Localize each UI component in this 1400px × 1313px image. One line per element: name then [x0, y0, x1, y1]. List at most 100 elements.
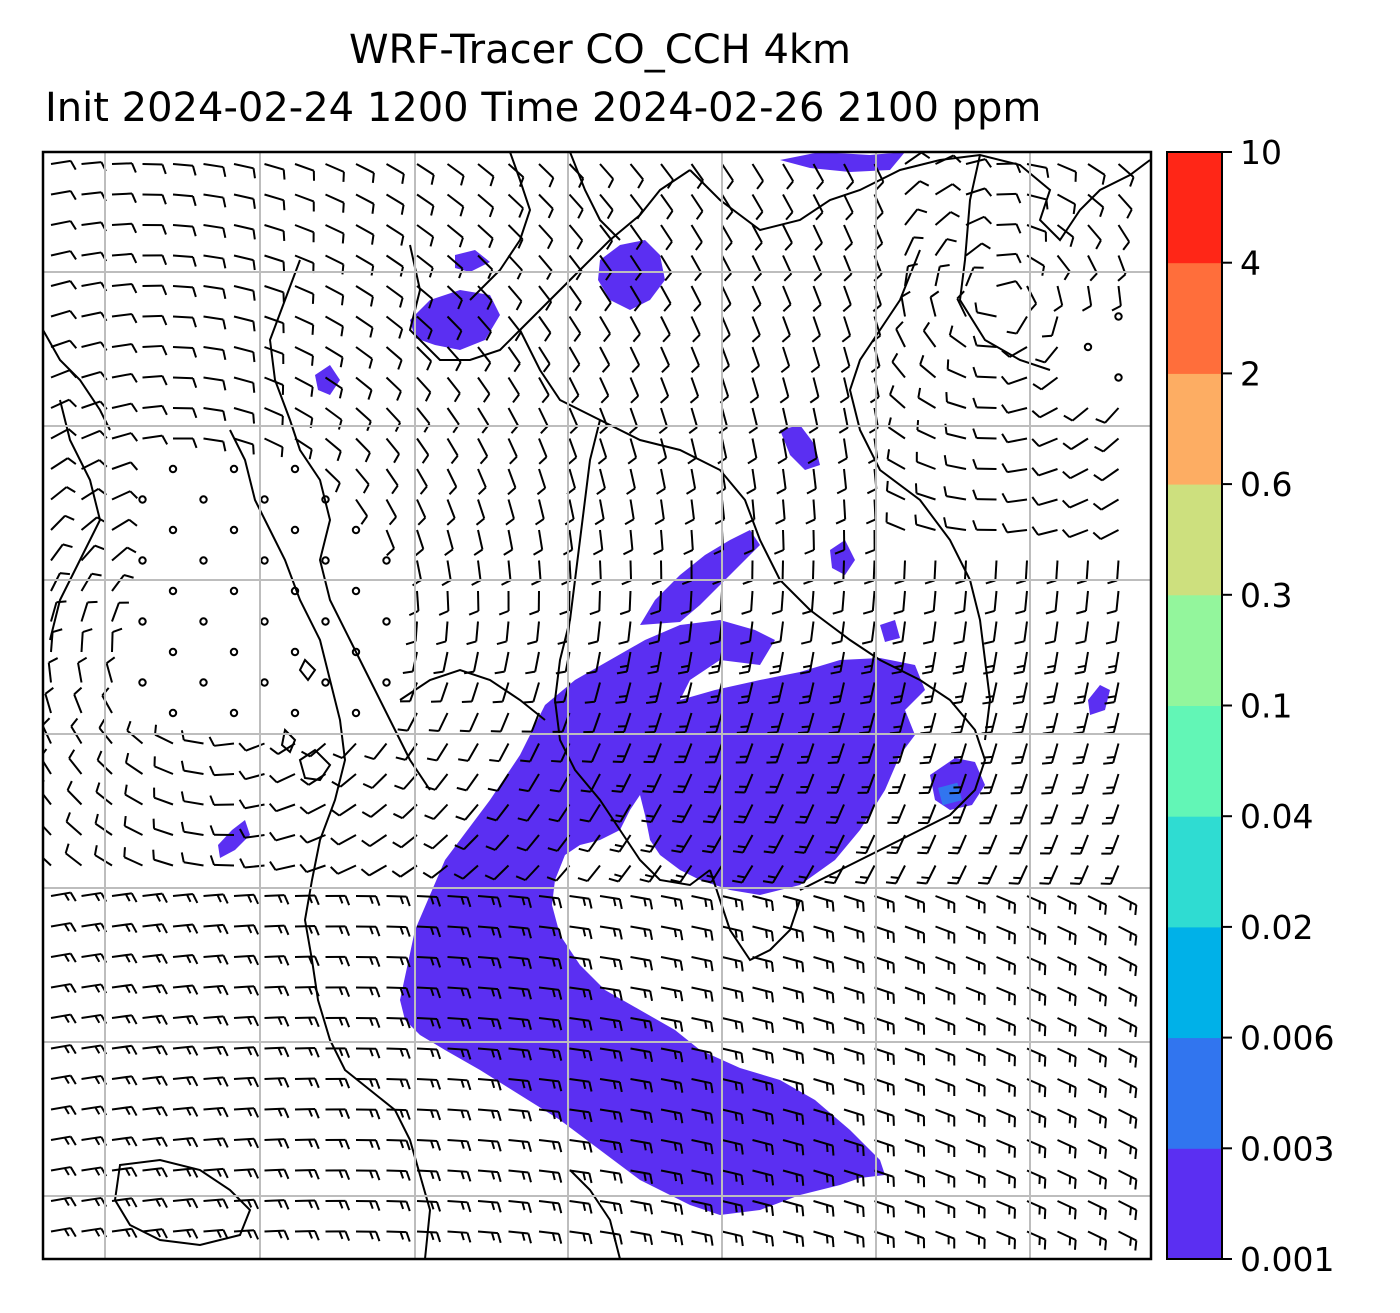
calm-wind-marker — [1114, 373, 1123, 382]
wind-barb — [50, 1044, 77, 1055]
wind-barb — [538, 1017, 563, 1031]
wind-barb — [795, 804, 815, 824]
wind-barb — [950, 743, 967, 765]
wind-barb — [538, 986, 563, 1000]
wind-barb — [934, 263, 950, 287]
wind-barb — [1093, 468, 1120, 482]
wind-barb — [721, 1169, 744, 1186]
wind-barb — [837, 438, 848, 465]
calm-wind-marker — [351, 647, 361, 657]
wind-barb — [948, 325, 967, 348]
wind-barb — [477, 1078, 502, 1091]
wind-barb — [599, 1017, 623, 1032]
coastline-west-peninsula — [229, 429, 432, 1259]
wind-barb — [874, 1017, 895, 1035]
wind-barb — [180, 730, 204, 745]
wind-barb — [203, 163, 227, 178]
wind-barb — [965, 158, 992, 168]
wind-barb — [123, 815, 143, 836]
wind-barb — [885, 512, 906, 531]
wind-barb — [477, 895, 502, 908]
wind-barb — [294, 376, 314, 397]
wind-barb — [172, 285, 197, 298]
calm-wind-marker — [351, 708, 361, 718]
wind-barb — [660, 1108, 684, 1124]
calm-wind-marker — [168, 647, 178, 657]
wind-barb — [782, 1047, 805, 1064]
wind-barb — [626, 468, 636, 495]
tracer-patch-mid-2 — [880, 620, 900, 642]
wind-barb — [583, 712, 601, 734]
wind-barb — [934, 211, 960, 226]
wind-barb — [238, 799, 265, 810]
wind-barb — [856, 804, 876, 824]
wind-barb — [416, 315, 433, 340]
wind-barb — [233, 1168, 259, 1179]
wind-barb — [594, 499, 605, 526]
wind-barb — [934, 183, 962, 196]
wind-barb — [503, 529, 514, 556]
wind-barb — [801, 621, 815, 645]
wind-barb — [935, 1047, 956, 1066]
wind-barb — [64, 843, 83, 867]
wind-barb — [172, 1198, 199, 1209]
wind-barb — [203, 224, 227, 239]
wind-barb — [904, 1017, 926, 1035]
wind-barb — [325, 193, 345, 213]
wind-barb — [689, 377, 700, 404]
wind-barb — [385, 285, 404, 308]
wind-barb — [569, 925, 593, 940]
wind-barb — [752, 1017, 775, 1033]
wind-barb — [355, 925, 381, 937]
wind-barb — [446, 346, 462, 372]
wind-barb — [209, 795, 235, 806]
wind-barb — [965, 1200, 986, 1219]
wind-barb — [300, 773, 327, 786]
wind-barb — [538, 285, 553, 311]
wind-barb — [433, 651, 449, 675]
wind-barb — [123, 847, 143, 867]
wind-barb — [740, 621, 754, 645]
wind-barb — [50, 514, 75, 531]
wind-barb — [782, 194, 794, 221]
wind-barb — [50, 428, 77, 440]
wind-barb — [660, 163, 674, 189]
wind-barb — [294, 955, 320, 967]
wind-barb — [515, 864, 540, 882]
wind-barb — [233, 1015, 259, 1027]
wind-barb — [477, 193, 495, 218]
wind-barb — [446, 224, 464, 248]
wind-barb — [766, 743, 784, 764]
wind-barb — [508, 925, 532, 939]
wind-barb — [904, 986, 926, 1005]
wind-barb — [721, 316, 731, 343]
wind-barb — [477, 1047, 502, 1061]
wind-barb — [826, 804, 845, 824]
colorbar-tick-label: 10 — [1240, 133, 1282, 172]
wind-barb — [843, 194, 854, 221]
wind-barb — [520, 743, 540, 763]
tracer-patch-north-3 — [780, 152, 905, 172]
wind-barb — [752, 1078, 775, 1094]
wind-barb — [172, 437, 198, 449]
wind-barb — [599, 254, 613, 281]
wind-barb — [690, 163, 704, 190]
wind-barb — [569, 1169, 593, 1184]
wind-barb — [1031, 437, 1058, 448]
wind-barb — [142, 193, 167, 205]
wind-barb — [781, 316, 791, 343]
wind-barb — [50, 1135, 77, 1146]
wind-barb — [674, 743, 693, 764]
wind-barb — [767, 712, 784, 734]
wind-barb — [355, 163, 375, 184]
wind-barb — [734, 773, 754, 794]
wind-barb — [446, 254, 464, 279]
wind-barb — [1111, 285, 1122, 312]
calm-wind-marker — [321, 495, 330, 504]
wind-barb — [331, 773, 357, 788]
wind-barb — [111, 162, 137, 173]
calm-wind-marker — [168, 586, 178, 596]
wind-barb — [527, 621, 540, 645]
wind-barb — [507, 346, 521, 373]
wind-barb — [80, 628, 93, 653]
